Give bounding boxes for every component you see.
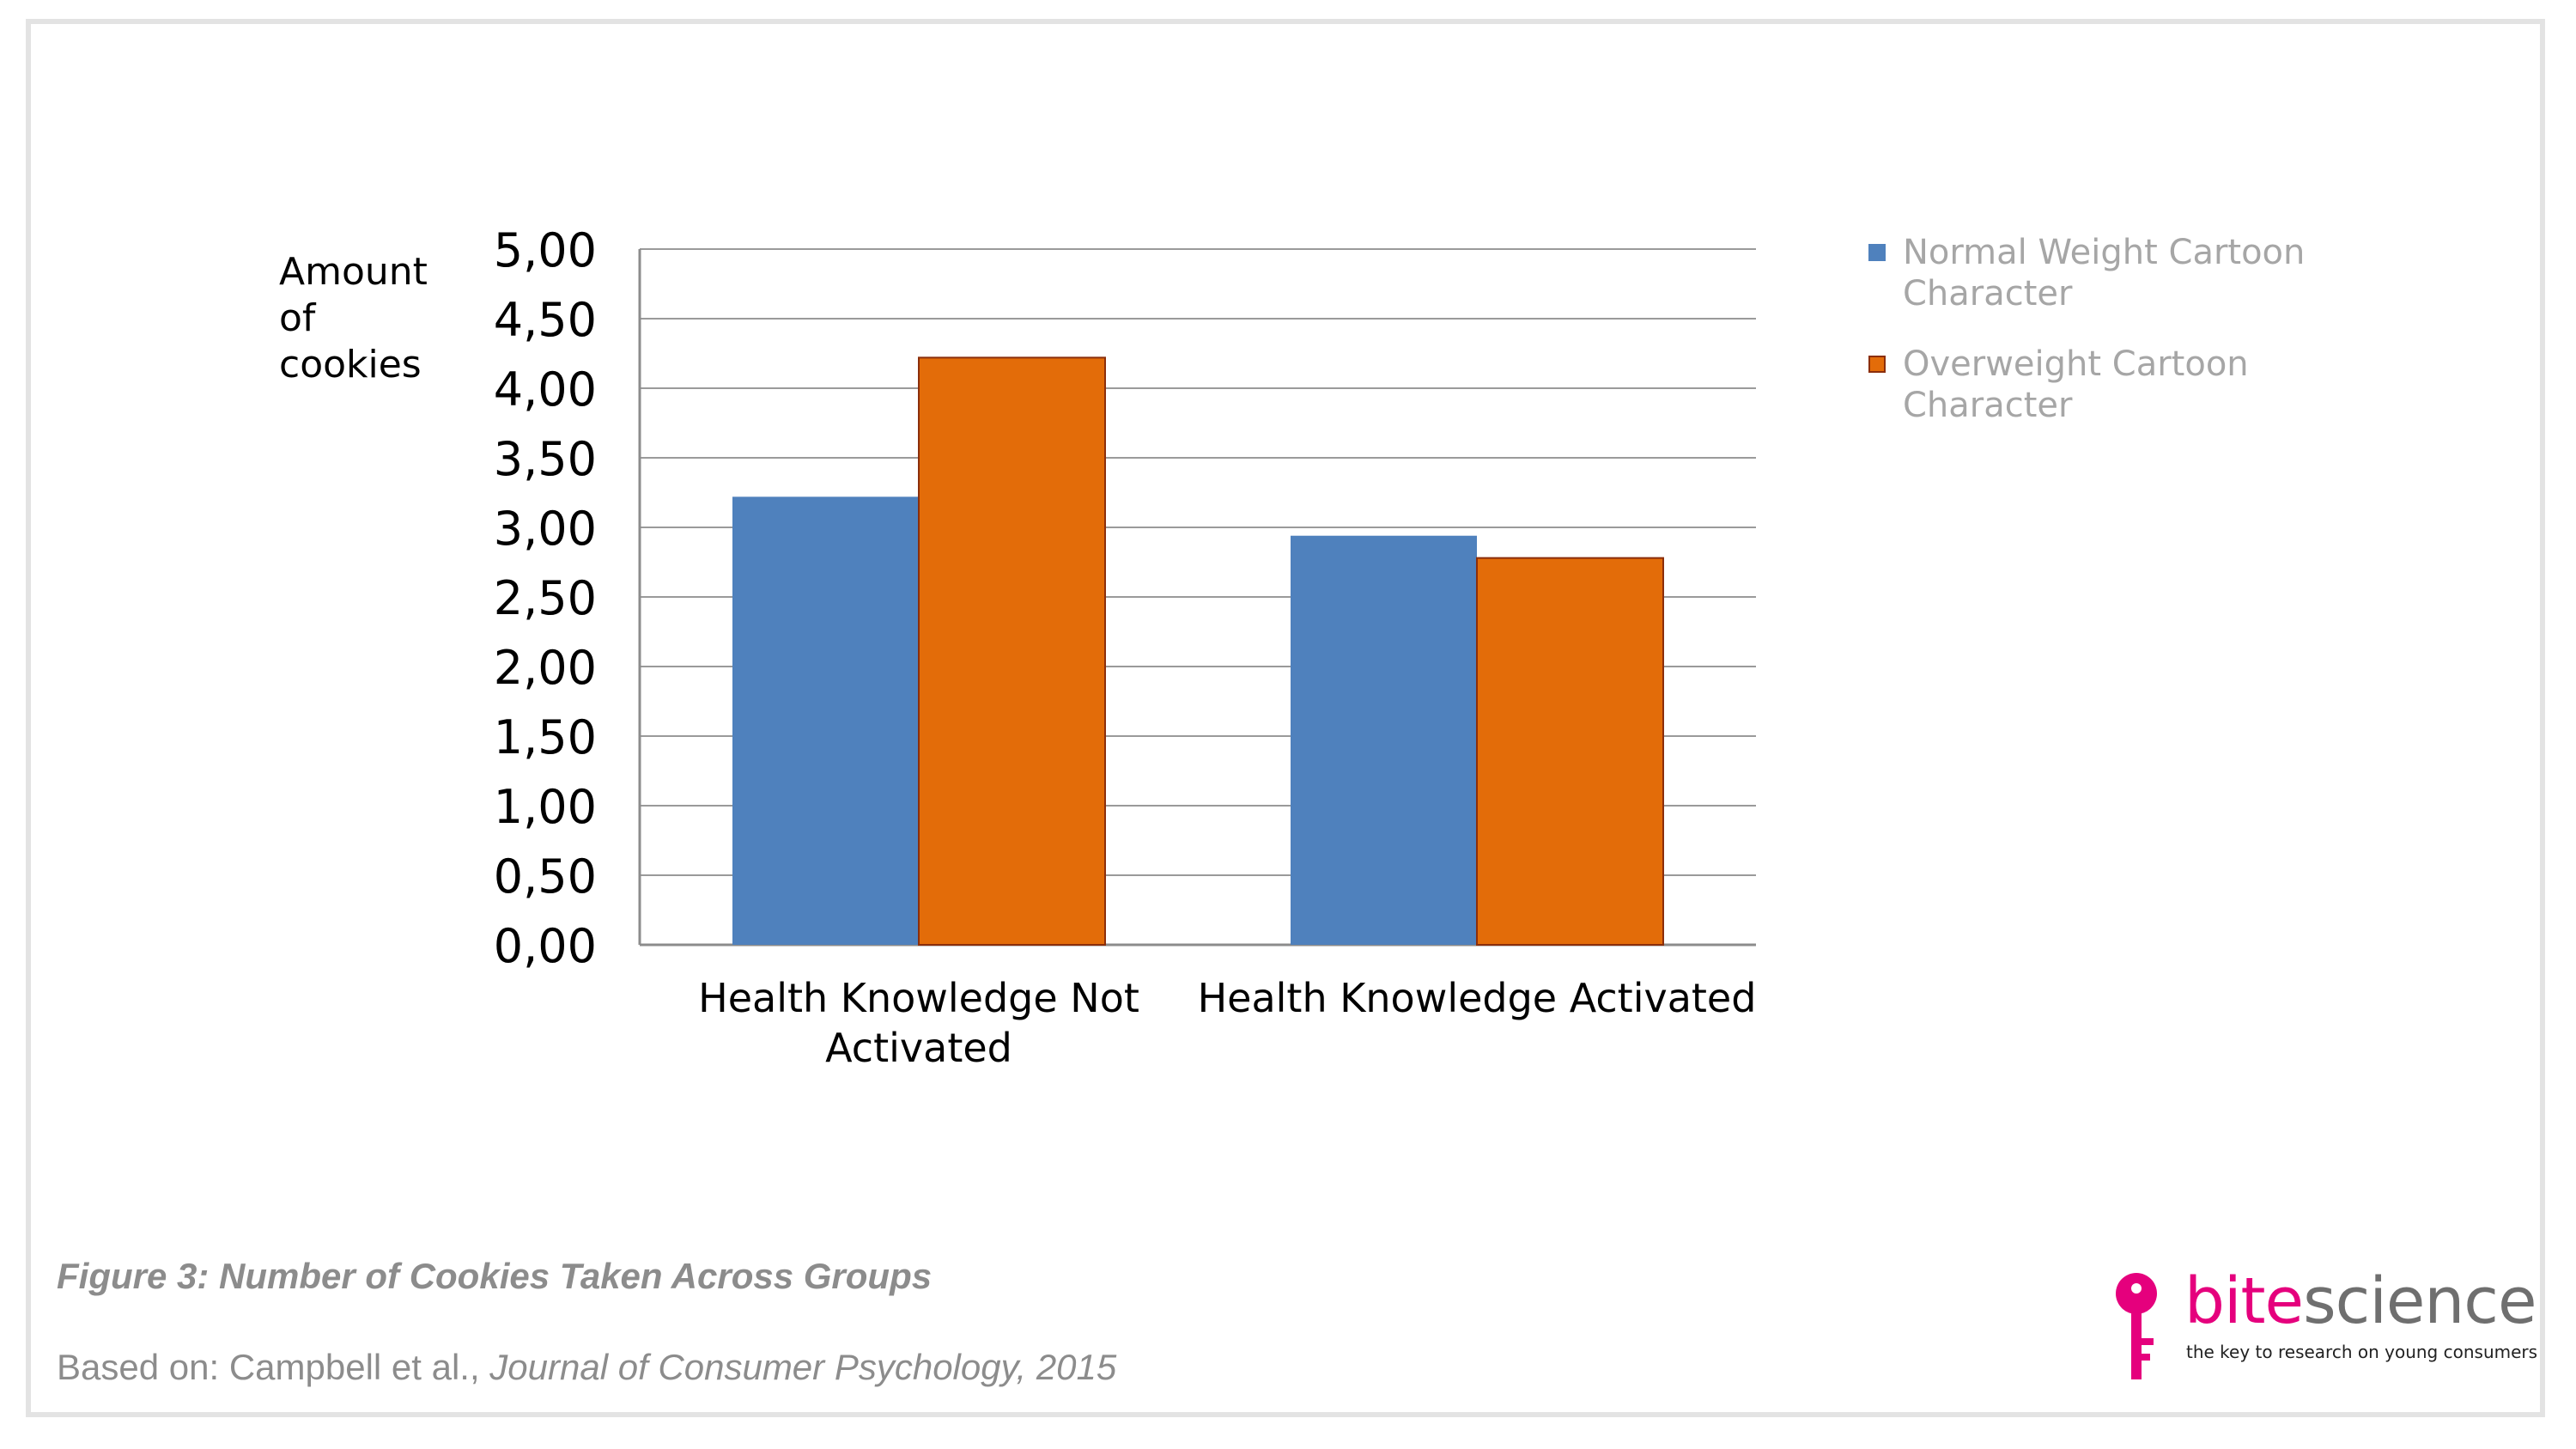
y-tick-label: 3,00 bbox=[494, 502, 597, 556]
y-tick-label: 3,50 bbox=[494, 432, 597, 486]
logo-wordmark: bitescience bbox=[2184, 1263, 2537, 1340]
y-tick-label: 1,50 bbox=[494, 710, 597, 764]
legend-label-line: Normal Weight Cartoon bbox=[1903, 233, 2306, 272]
legend-label-line: Character bbox=[1903, 386, 2073, 425]
legend-label-line: Overweight Cartoon bbox=[1903, 344, 2249, 384]
figure-caption-title: Figure 3: Number of Cookies Taken Across… bbox=[57, 1256, 933, 1296]
legend-label-line: Character bbox=[1903, 274, 2073, 314]
bitescience-logo: bitescience the key to research on young… bbox=[2111, 1263, 2537, 1391]
logo-tagline: the key to research on young consumers bbox=[2186, 1342, 2538, 1362]
legend: Normal Weight Cartoon Character Overweig… bbox=[1868, 232, 2349, 455]
bar bbox=[1476, 557, 1664, 946]
logo-wordmark-part: science bbox=[2303, 1264, 2537, 1338]
x-tick-label: Health Knowledge Activated bbox=[1198, 975, 1757, 1021]
legend-item-normal-weight: Normal Weight Cartoon Character bbox=[1868, 232, 2349, 314]
y-tick-label: 4,50 bbox=[494, 293, 597, 347]
y-axis-label-line: Amount bbox=[279, 250, 428, 294]
source-journal: Journal of Consumer Psychology, 2015 bbox=[489, 1347, 1117, 1387]
y-tick-label: 2,50 bbox=[494, 571, 597, 625]
x-tick-label: Health Knowledge Not Activated bbox=[698, 975, 1139, 1071]
legend-item-overweight: Overweight Cartoon Character bbox=[1868, 344, 2349, 426]
y-tick-label: 0,00 bbox=[494, 919, 597, 973]
source-prefix: Based on: Campbell et al., bbox=[57, 1347, 490, 1387]
y-tick-label: 0,50 bbox=[494, 849, 597, 904]
y-axis-label-line: cookies bbox=[279, 343, 422, 387]
y-tick-label: 5,00 bbox=[494, 223, 597, 277]
y-tick-label: 4,00 bbox=[494, 362, 597, 417]
bar bbox=[1291, 535, 1477, 945]
y-tick-label: 2,00 bbox=[494, 641, 597, 695]
key-icon bbox=[2116, 1273, 2157, 1379]
figure-frame bbox=[26, 19, 2545, 1417]
y-tick-label: 1,00 bbox=[494, 780, 597, 834]
legend-swatch-overweight bbox=[1868, 356, 1886, 373]
legend-swatch-normal-weight bbox=[1868, 244, 1886, 261]
logo-wordmark-part: bite bbox=[2184, 1264, 2304, 1338]
bar bbox=[732, 496, 919, 945]
figure-caption-source: Based on: Campbell et al., Journal of Co… bbox=[57, 1347, 1116, 1388]
y-axis-label: Amount of cookies bbox=[279, 249, 428, 388]
bar bbox=[918, 356, 1106, 946]
y-axis-label-line: of bbox=[279, 296, 316, 340]
